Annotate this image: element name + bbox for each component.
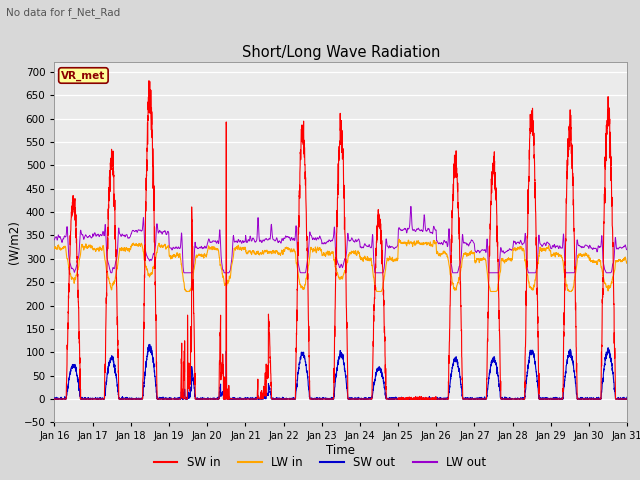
Title: Short/Long Wave Radiation: Short/Long Wave Radiation <box>242 45 440 60</box>
X-axis label: Time: Time <box>326 444 355 457</box>
Text: No data for f_Net_Rad: No data for f_Net_Rad <box>6 7 121 18</box>
Legend: SW in, LW in, SW out, LW out: SW in, LW in, SW out, LW out <box>149 452 491 474</box>
Text: VR_met: VR_met <box>61 71 106 81</box>
Y-axis label: (W/m2): (W/m2) <box>8 220 20 264</box>
